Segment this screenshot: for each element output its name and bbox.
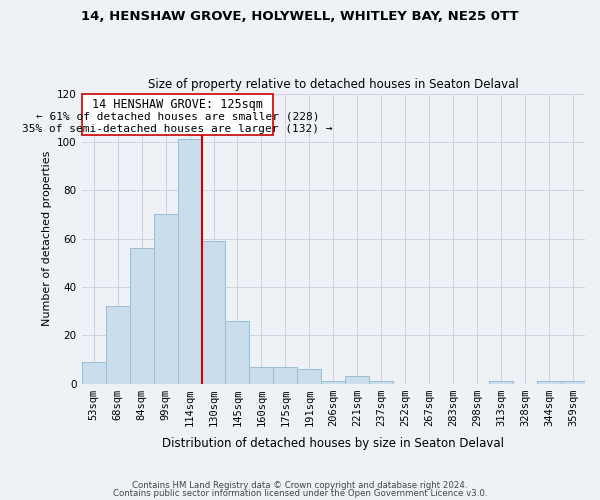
Text: 35% of semi-detached houses are larger (132) →: 35% of semi-detached houses are larger (… <box>22 124 333 134</box>
Bar <box>274 366 298 384</box>
Bar <box>322 381 346 384</box>
Bar <box>250 366 274 384</box>
Bar <box>226 320 250 384</box>
Title: Size of property relative to detached houses in Seaton Delaval: Size of property relative to detached ho… <box>148 78 519 91</box>
Y-axis label: Number of detached properties: Number of detached properties <box>41 151 52 326</box>
Bar <box>561 381 585 384</box>
Bar <box>202 241 226 384</box>
FancyBboxPatch shape <box>82 94 274 134</box>
Bar <box>178 140 202 384</box>
Bar <box>298 369 322 384</box>
Bar <box>346 376 369 384</box>
Bar <box>489 381 513 384</box>
Text: 14, HENSHAW GROVE, HOLYWELL, WHITLEY BAY, NE25 0TT: 14, HENSHAW GROVE, HOLYWELL, WHITLEY BAY… <box>81 10 519 23</box>
Bar <box>130 248 154 384</box>
Text: ← 61% of detached houses are smaller (228): ← 61% of detached houses are smaller (22… <box>36 112 319 122</box>
X-axis label: Distribution of detached houses by size in Seaton Delaval: Distribution of detached houses by size … <box>163 437 505 450</box>
Text: 14 HENSHAW GROVE: 125sqm: 14 HENSHAW GROVE: 125sqm <box>92 98 263 112</box>
Bar <box>154 214 178 384</box>
Text: Contains HM Land Registry data © Crown copyright and database right 2024.: Contains HM Land Registry data © Crown c… <box>132 481 468 490</box>
Text: Contains public sector information licensed under the Open Government Licence v3: Contains public sector information licen… <box>113 488 487 498</box>
Bar <box>82 362 106 384</box>
Bar <box>369 381 393 384</box>
Bar <box>537 381 561 384</box>
Bar <box>106 306 130 384</box>
